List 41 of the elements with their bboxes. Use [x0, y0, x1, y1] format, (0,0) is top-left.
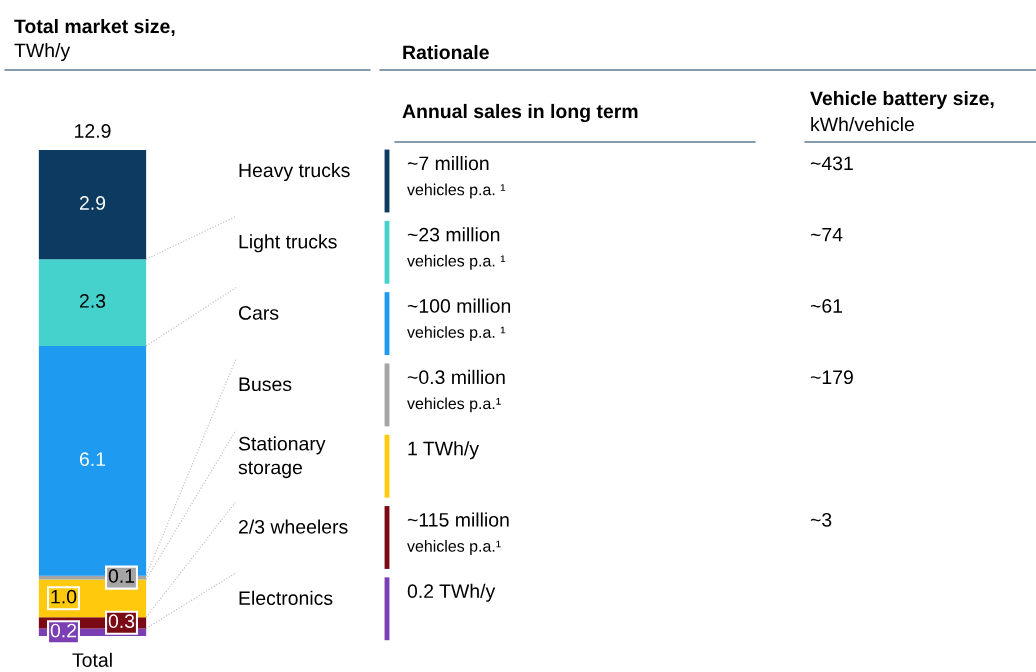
text: vehicles p.a.¹ [407, 397, 501, 413]
text: 0.2 TWh/y [407, 583, 496, 602]
text: ~100 million [407, 298, 511, 313]
chart-subtitle: TWh/y [14, 42, 71, 62]
text: Stationary storage [238, 436, 326, 479]
text: vehicles p.a. ¹ [407, 254, 506, 270]
text: ~74 [810, 227, 843, 242]
text: ~61 [810, 299, 843, 313]
text: Heavy trucks [239, 162, 350, 182]
text: vehicles p.a. ¹ [407, 183, 506, 199]
data-label: 0.3 [108, 614, 135, 629]
text: Cars [238, 306, 279, 320]
text: Light trucks [239, 234, 337, 253]
text: vehicles p.a. ¹ [407, 326, 506, 342]
text: 2/3 wheelers [238, 519, 348, 534]
x-tick-label: Total [72, 652, 112, 667]
text: Electronics [239, 590, 333, 606]
data-label: 2.3 [79, 294, 106, 308]
bar [38, 150, 147, 260]
bar [38, 259, 147, 346]
data-label: 2.9 [79, 196, 106, 210]
text: ~115 million [407, 512, 509, 527]
text: ~179 [810, 370, 853, 385]
text: ~431 [810, 156, 853, 171]
text: kWh/vehicle [811, 116, 914, 132]
data-label: 0.1 [108, 569, 135, 583]
chart-title: Total market size, [14, 18, 175, 37]
text: ~23 million [407, 227, 500, 242]
text: ~7 million [407, 155, 489, 171]
text: ~3 [810, 512, 832, 527]
text: Rationale [403, 44, 489, 60]
data-label: 1.0 [51, 589, 77, 604]
text: Vehicle battery size, [810, 90, 994, 110]
data-label: 0.2 [50, 623, 77, 638]
text: 1 TWh/y [408, 441, 480, 460]
data-label: 6.1 [79, 452, 106, 467]
text: ~0.3 million [407, 369, 505, 385]
text: Buses [239, 377, 292, 392]
text: vehicles p.a.¹ [407, 540, 501, 555]
text: Annual sales in long term [402, 103, 638, 123]
total-label: 12.9 [75, 124, 111, 138]
